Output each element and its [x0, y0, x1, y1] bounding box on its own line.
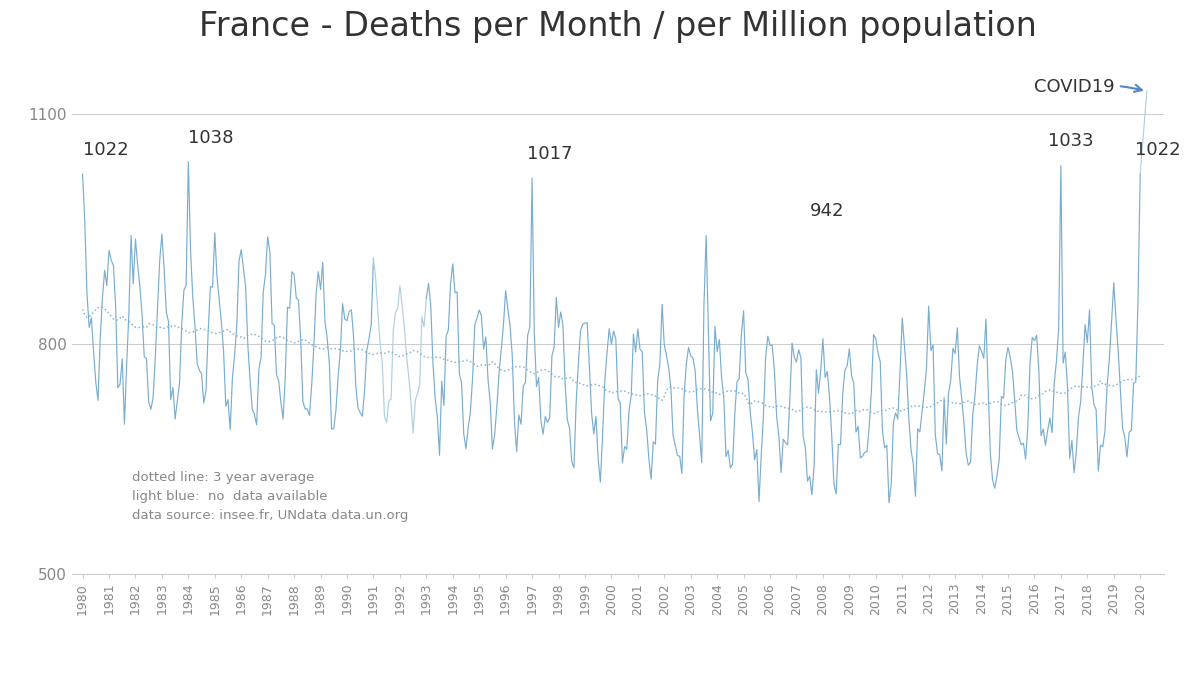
Text: 1017: 1017	[527, 144, 572, 163]
Text: 942: 942	[810, 202, 844, 220]
Text: 1038: 1038	[188, 128, 234, 146]
Text: dotted line: 3 year average
light blue:  no  data available
data source: insee.f: dotted line: 3 year average light blue: …	[132, 471, 408, 522]
Text: 1022: 1022	[83, 141, 128, 159]
Text: 1022: 1022	[1135, 141, 1181, 159]
Title: France - Deaths per Month / per Million population: France - Deaths per Month / per Million …	[199, 9, 1037, 43]
Text: COVID19: COVID19	[1034, 78, 1142, 96]
Text: 1033: 1033	[1048, 132, 1093, 151]
